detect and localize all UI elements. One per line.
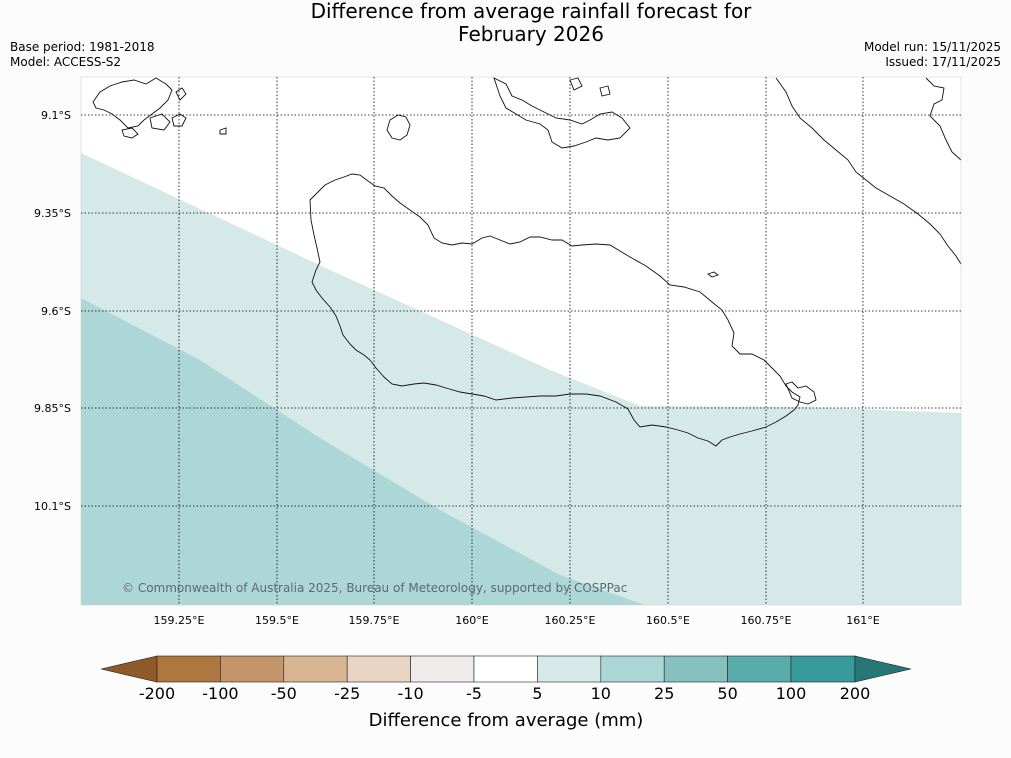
colorbar-extend-low: [100, 655, 158, 683]
colorbar-label: 100: [776, 684, 807, 703]
colorbar-swatch: [663, 655, 728, 683]
colorbar-label: -25: [334, 684, 360, 703]
coastline-islet-east: [785, 381, 817, 405]
rain-zone-10-to-25: [81, 298, 645, 605]
colorbar-label: 25: [654, 684, 674, 703]
lon-label: 161°E: [846, 614, 879, 627]
coastline-nw-islet-1: [121, 127, 139, 139]
coastline-islet-small: [707, 271, 719, 278]
copyright-notice: © Commonwealth of Australia 2025, Bureau…: [122, 581, 627, 595]
lon-label: 160.25°E: [545, 614, 596, 627]
coastline-nw-islet-4: [219, 127, 227, 135]
colorbar-label: -100: [202, 684, 238, 703]
colorbar-extend-high: [854, 655, 912, 683]
lon-label: 159.25°E: [154, 614, 205, 627]
colorbar-swatch: [727, 655, 792, 683]
colorbar-label: 10: [591, 684, 611, 703]
map-frame: [80, 76, 962, 606]
colorbar-swatch: [410, 655, 475, 683]
base-period: Base period: 1981-2018: [10, 40, 155, 54]
colorbar-label: -200: [139, 684, 175, 703]
colorbar: [100, 655, 912, 683]
lon-label: 159.75°E: [349, 614, 400, 627]
colorbar-swatch: [346, 655, 411, 683]
lat-label: 9.6°S: [41, 305, 71, 318]
coastline-island-round: [386, 114, 411, 141]
colorbar-label: 200: [840, 684, 871, 703]
colorbar-swatch: [600, 655, 665, 683]
coastline-malaita: [775, 77, 962, 265]
coastline-nw-islet-3: [175, 87, 187, 101]
map-title: Difference from average rainfall forecas…: [0, 0, 1011, 46]
coastline-malaita-north: [925, 77, 962, 161]
lat-label: 9.35°S: [34, 207, 71, 220]
run-info: Model run: 15/11/2025 Issued: 17/11/2025: [864, 40, 1001, 70]
issued-date: Issued: 17/11/2025: [885, 55, 1001, 69]
colorbar-swatch: [156, 655, 221, 683]
colorbar-swatch: [537, 655, 602, 683]
model-run-date: Model run: 15/11/2025: [863, 40, 1001, 54]
lon-label: 159.5°E: [255, 614, 299, 627]
colorbar-swatch: [283, 655, 348, 683]
graticule: [81, 77, 961, 605]
lon-label: 160.5°E: [646, 614, 690, 627]
coastline-north-islet-1: [569, 77, 583, 91]
coastline-guadalcanal: [309, 173, 801, 447]
lon-label: 160°E: [455, 614, 488, 627]
colorbar-label: 5: [532, 684, 542, 703]
coastlines: [92, 77, 962, 447]
colorbar-label: -50: [271, 684, 297, 703]
colorbar-label: -10: [398, 684, 424, 703]
title-line-1: Difference from average rainfall forecas…: [310, 0, 752, 23]
colorbar-swatch: [473, 655, 538, 683]
lon-label: 160.75°E: [741, 614, 792, 627]
colorbar-swatch: [790, 655, 856, 683]
lat-label: 10.1°S: [34, 500, 71, 513]
colorbar-label: -5: [466, 684, 482, 703]
title-line-2: February 2026: [458, 22, 604, 46]
colorbar-swatch: [220, 655, 285, 683]
coastline-north-islet-2: [599, 85, 611, 97]
coastline-nw-islet-5: [149, 113, 171, 131]
model-info: Base period: 1981-2018 Model: ACCESS-S2: [10, 40, 155, 70]
coastline-nggela-islands: [493, 77, 631, 149]
colorbar-title: Difference from average (mm): [369, 710, 644, 731]
model-name: Model: ACCESS-S2: [10, 55, 122, 69]
coastline-nw-islet-2: [171, 113, 187, 127]
colorbar-label: 50: [717, 684, 737, 703]
lat-label: 9.85°S: [34, 402, 71, 415]
lat-label: 9.1°S: [41, 109, 71, 122]
